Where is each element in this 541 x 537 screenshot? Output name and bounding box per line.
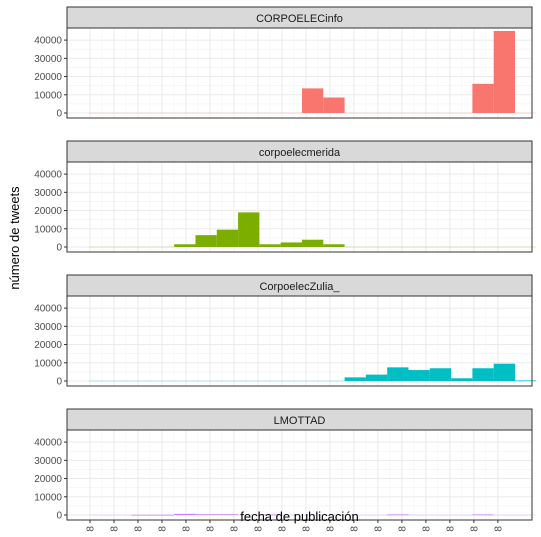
panel-lmottad: LMOTTAD 0 10000 20000 30000 40000 01-2018 01-20… xyxy=(34,408,537,537)
y-tick-label: 30000 xyxy=(34,188,62,199)
panel-corpoelecmerida: corpoelecmerida 0 10000 20000 30000 40000 xyxy=(34,140,537,254)
panel-border xyxy=(66,161,533,253)
x-tick-label: 06-2018 xyxy=(373,526,384,532)
panel-border xyxy=(66,27,533,119)
panel-plot-area xyxy=(67,430,532,520)
histogram-bar xyxy=(344,377,366,381)
panel-border xyxy=(66,295,533,387)
histogram-bar xyxy=(195,514,217,516)
y-axis-title: número de tweets xyxy=(7,186,22,290)
panel-border xyxy=(66,429,533,521)
histogram-bar xyxy=(493,31,515,113)
histogram-bar xyxy=(238,212,260,247)
histogram-bar xyxy=(472,368,494,381)
histogram-bar xyxy=(451,378,473,381)
panel-plot-area xyxy=(67,296,532,386)
y-tick-label: 0 xyxy=(56,109,62,120)
x-tick-label: 04-2018 xyxy=(277,526,288,532)
x-tick-label: 03-2018 xyxy=(229,526,240,532)
histogram-bar xyxy=(515,380,537,382)
x-tick-label: 05-2018 xyxy=(301,526,312,532)
y-tick-label: 40000 xyxy=(34,304,62,315)
y-tick-label: 10000 xyxy=(34,492,62,503)
y-tick-label: 30000 xyxy=(34,54,62,65)
histogram-bar xyxy=(174,244,196,247)
y-tick-label: 20000 xyxy=(34,340,62,351)
x-tick-label: 08-2018 xyxy=(445,526,456,532)
x-tick-label: 05-2018 xyxy=(325,526,336,532)
y-tick-label: 20000 xyxy=(34,474,62,485)
y-tick-label: 30000 xyxy=(34,322,62,333)
panel-strip-label: CorpoelecZulia_ xyxy=(259,281,340,293)
panel-corpoeleczulia-: CorpoelecZulia_ 0 10000 20000 30000 40000 xyxy=(34,274,537,388)
x-tick-label: 01-2018 xyxy=(109,526,120,532)
x-tick-label: 08-2018 xyxy=(469,526,480,532)
histogram-bar xyxy=(195,235,217,247)
histogram-bar xyxy=(472,514,494,516)
y-tick-label: 20000 xyxy=(34,72,62,83)
x-tick-label: 09-2018 xyxy=(493,526,504,532)
x-tick-label: 02-2018 xyxy=(181,526,192,532)
panel-strip-label: LMOTTAD xyxy=(274,415,326,427)
y-tick-label: 0 xyxy=(56,377,62,388)
histogram-bar xyxy=(387,367,409,381)
y-tick-label: 30000 xyxy=(34,456,62,467)
panel-corpoelecinfo: CORPOELECinfo 0 10000 20000 30000 40000 xyxy=(34,6,537,120)
panel-strip-label: corpoelecmerida xyxy=(259,147,341,159)
y-tick-label: 10000 xyxy=(34,224,62,235)
histogram-bar xyxy=(174,513,196,515)
panel-plot-area xyxy=(67,28,532,118)
histogram-bar xyxy=(302,239,324,247)
y-tick-label: 40000 xyxy=(34,170,62,181)
histogram-bar xyxy=(131,514,153,516)
histogram-bar xyxy=(365,374,388,381)
x-tick-label: 02-2018 xyxy=(157,526,168,532)
x-axis-title: fecha de publicación xyxy=(240,509,359,524)
panel-strip-label: CORPOELECinfo xyxy=(256,13,343,25)
y-tick-label: 0 xyxy=(56,511,62,522)
histogram-bar xyxy=(472,83,494,113)
x-tick-label: 07-2018 xyxy=(397,526,408,532)
panel-plot-area xyxy=(67,162,532,252)
histogram-bar xyxy=(259,244,281,247)
y-tick-label: 10000 xyxy=(34,358,62,369)
histogram-bar xyxy=(493,363,515,381)
histogram-bar xyxy=(323,244,345,247)
y-tick-label: 40000 xyxy=(34,438,62,449)
histogram-bar xyxy=(216,514,239,516)
y-tick-label: 20000 xyxy=(34,206,62,217)
histogram-bar xyxy=(152,514,175,516)
y-tick-label: 0 xyxy=(56,243,62,254)
histogram-bar xyxy=(280,242,302,247)
y-tick-label: 10000 xyxy=(34,90,62,101)
histogram-bar xyxy=(302,88,324,113)
histogram-bar xyxy=(387,514,409,516)
histogram-bar xyxy=(259,514,281,516)
x-tick-label: 01-2018 xyxy=(133,526,144,532)
x-tick-label: 04-2018 xyxy=(253,526,264,532)
histogram-bar xyxy=(216,229,239,247)
histogram-bar xyxy=(429,368,452,381)
x-tick-label: 03-2018 xyxy=(205,526,216,532)
x-tick-label: 06-2018 xyxy=(349,526,360,532)
x-tick-label: 01-2018 xyxy=(86,526,97,532)
histogram-bar xyxy=(323,97,345,113)
x-tick-label: 07-2018 xyxy=(421,526,432,532)
y-tick-label: 40000 xyxy=(34,36,62,47)
histogram-bar xyxy=(408,370,430,381)
